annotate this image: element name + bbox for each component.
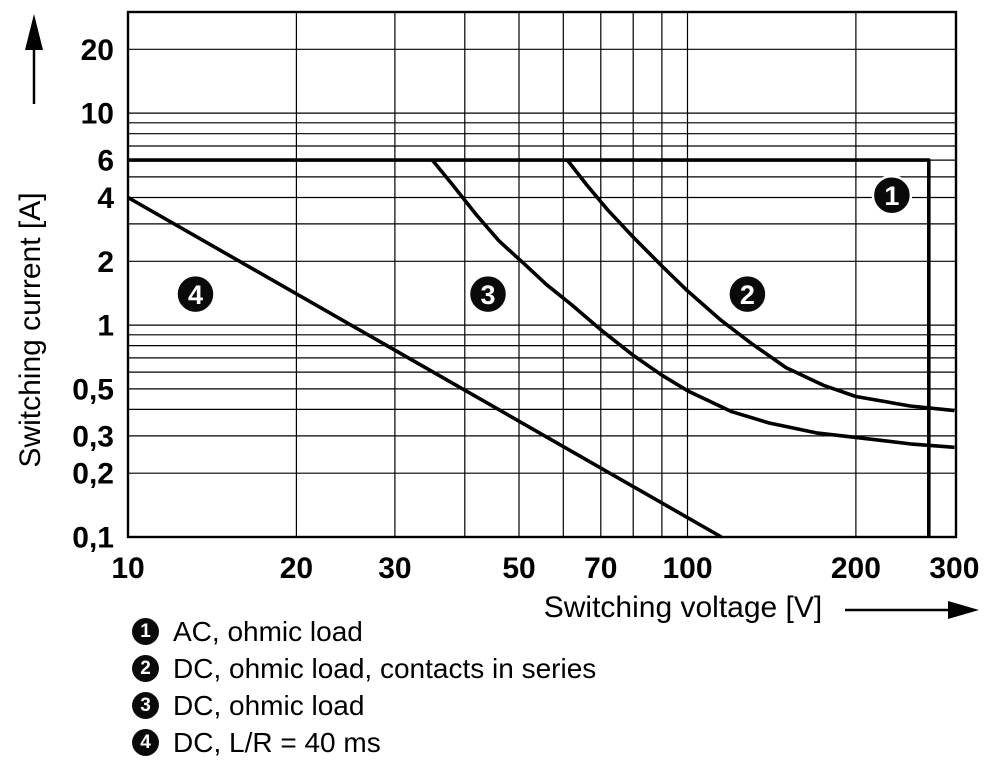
curve-badge-3 — [467, 273, 509, 315]
x-axis-label: Switching voltage [V] — [544, 591, 822, 624]
legend-label-1: AC, ohmic load — [173, 616, 363, 647]
y-tick-label-0,2: 0,2 — [72, 458, 114, 491]
x-tick-label-30: 30 — [378, 552, 411, 585]
legend-badge-2: 2 — [132, 655, 159, 682]
legend-badge-1: 1 — [132, 618, 159, 645]
curve-3 — [431, 158, 955, 450]
legend-item-3: 3 DC, ohmic load — [132, 690, 596, 721]
x-tick-label-20: 20 — [280, 552, 313, 585]
y-tick-label-6: 6 — [97, 145, 114, 178]
legend-label-2: DC, ohmic load, contacts in series — [173, 653, 597, 684]
x-tick-label-100: 100 — [662, 552, 712, 585]
legend-item-1: 1 AC, ohmic load — [132, 616, 596, 647]
curve-badge-label-2: 2 — [740, 280, 755, 310]
y-axis-label: Switching current [A] — [14, 192, 47, 467]
curve-badge-4 — [175, 273, 216, 315]
chart-canvas: 1 2 3 4 10 20 30 50 70 100 200 300 20 10 6 4 2 1 0,5 0,3 0,2… — [14, 10, 979, 624]
y-tick-label-10: 10 — [81, 98, 114, 131]
plot-border — [126, 10, 958, 539]
legend-item-2: 2 DC, ohmic load, contacts in series — [132, 653, 596, 684]
curve-badge-label-4: 4 — [188, 280, 203, 310]
y-tick-label-2: 2 — [97, 246, 114, 279]
y-tick-label-0,3: 0,3 — [72, 420, 114, 453]
legend-label-3: DC, ohmic load — [173, 690, 365, 721]
x-tick-label-200: 200 — [831, 552, 881, 585]
y-tick-label-0,1: 0,1 — [72, 522, 114, 555]
chart-legend: 1 AC, ohmic load 2 DC, ohmic load, conta… — [132, 616, 596, 758]
legend-badge-4: 4 — [132, 729, 159, 756]
curve-badge-label-1: 1 — [884, 181, 899, 211]
x-tick-label-300: 300 — [929, 552, 979, 585]
legend-item-4: 4 DC, L/R = 40 ms — [132, 727, 596, 758]
curve-4 — [127, 195, 723, 539]
x-tick-label-50: 50 — [502, 552, 535, 585]
y-tick-label-4: 4 — [97, 182, 114, 215]
curve-2 — [565, 158, 955, 413]
x-tick-label-10: 10 — [111, 552, 144, 585]
y-tick-label-20: 20 — [81, 34, 114, 67]
y-axis-arrow-icon — [25, 14, 43, 50]
x-tick-label-70: 70 — [584, 552, 617, 585]
curve-1 — [128, 158, 931, 537]
legend-label-4: DC, L/R = 40 ms — [173, 727, 381, 758]
y-tick-label-0,5: 0,5 — [72, 373, 114, 406]
curve-badge-2 — [727, 273, 768, 315]
x-axis-arrow-icon — [948, 601, 979, 619]
curve-badge-label-3: 3 — [480, 280, 495, 310]
legend-badge-3: 3 — [132, 692, 159, 719]
curve-badge-1 — [871, 174, 913, 216]
y-tick-label-1: 1 — [97, 310, 114, 343]
